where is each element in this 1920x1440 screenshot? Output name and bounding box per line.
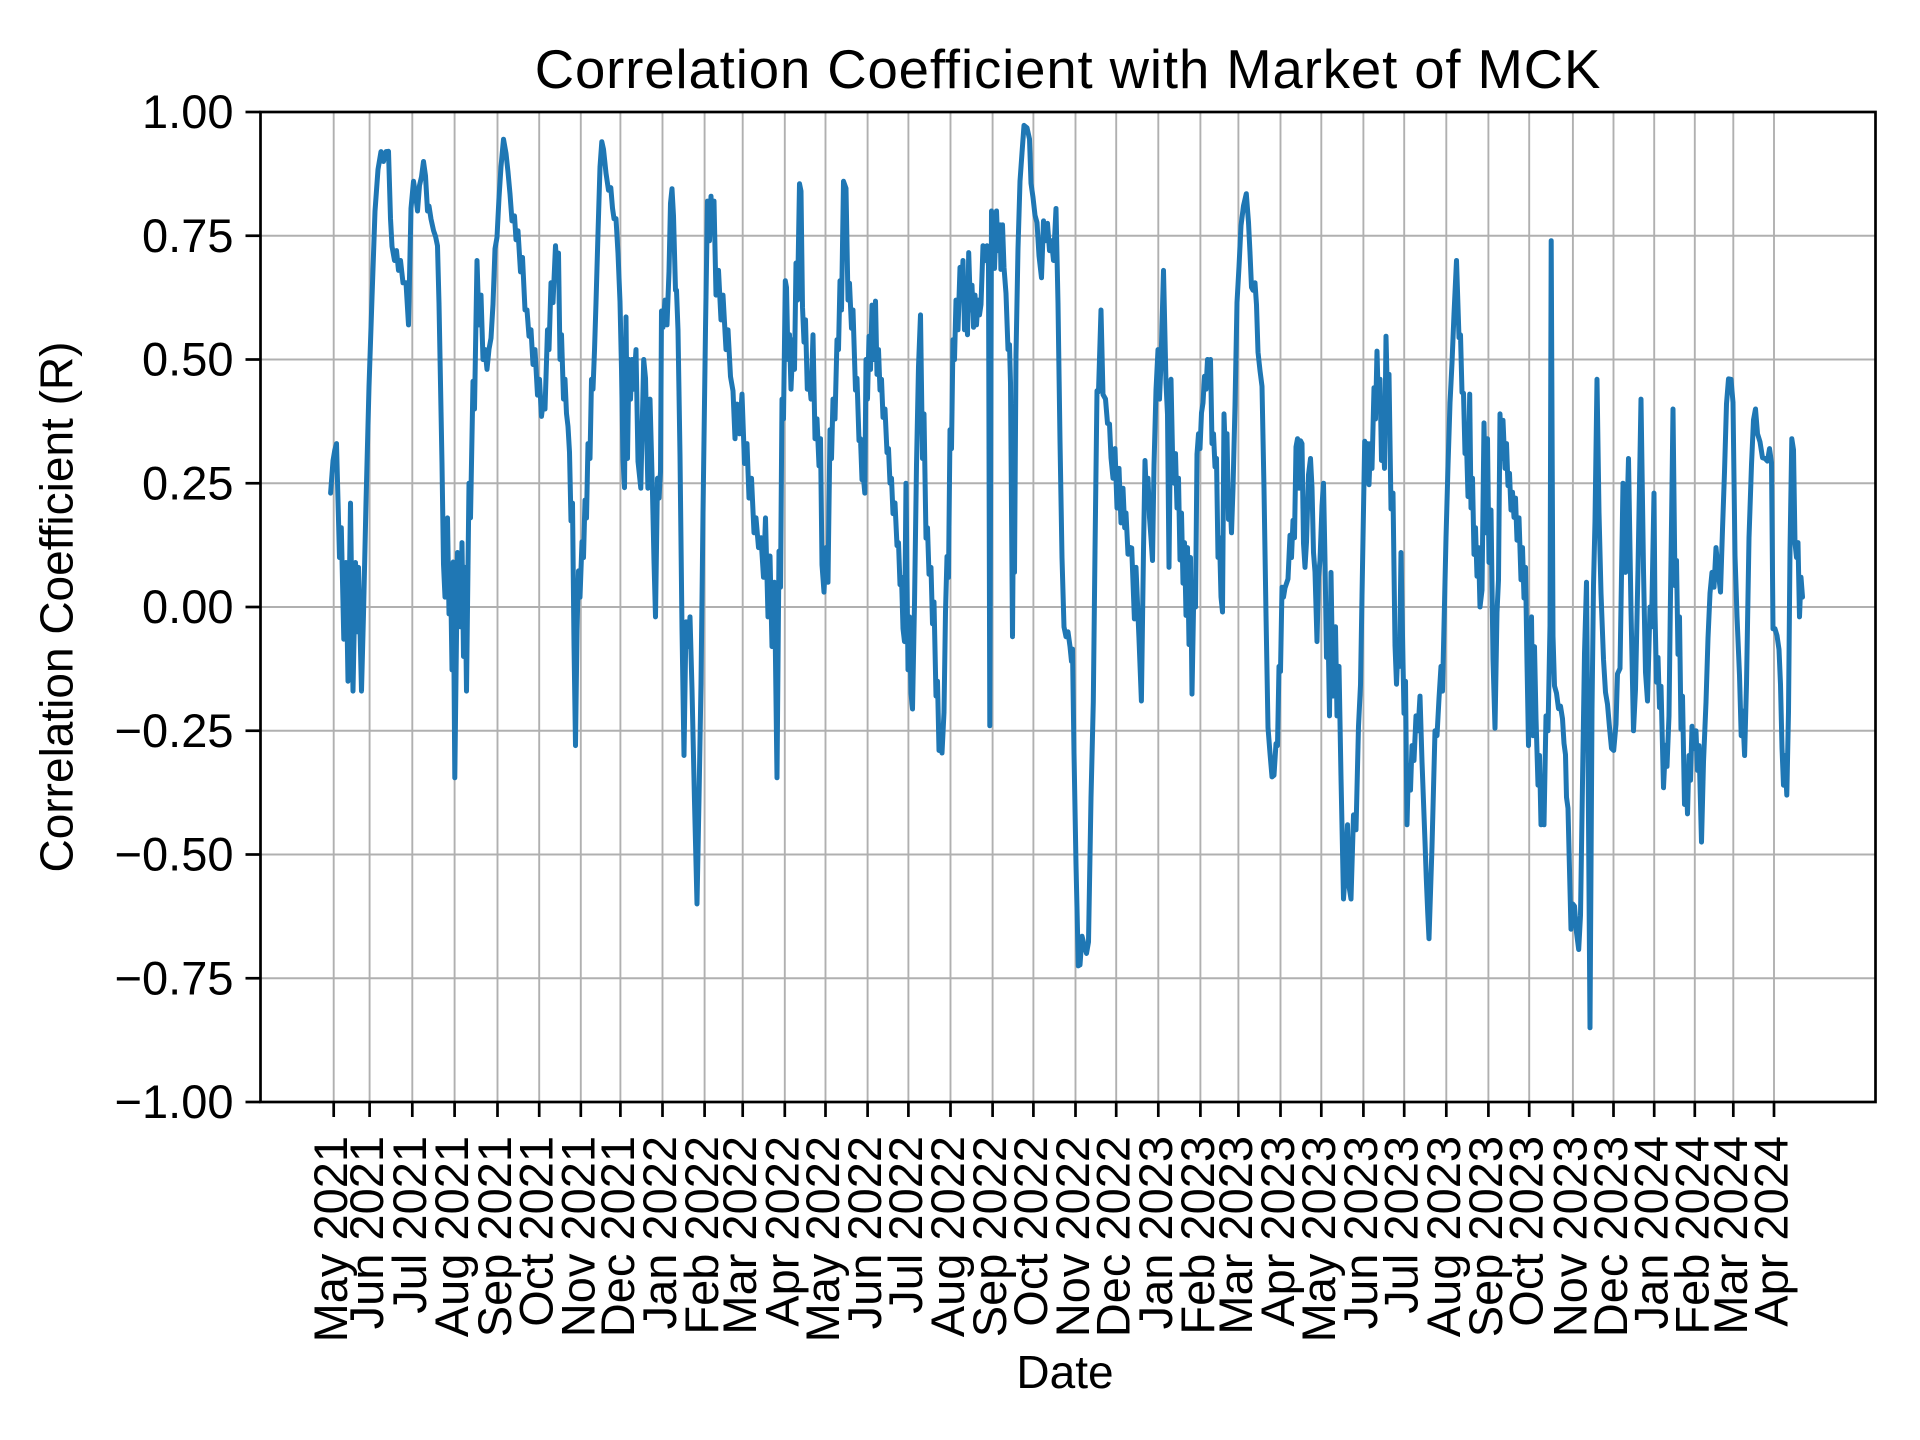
svg-text:0.50: 0.50 (142, 333, 233, 386)
svg-text:Nov 2021: Nov 2021 (551, 1136, 604, 1337)
svg-text:Mar 2024: Mar 2024 (1704, 1136, 1757, 1335)
svg-text:0.75: 0.75 (142, 209, 233, 262)
svg-text:Oct 2023: Oct 2023 (1500, 1136, 1553, 1327)
svg-text:Sep 2022: Sep 2022 (963, 1136, 1016, 1337)
svg-text:Jul 2022: Jul 2022 (879, 1136, 932, 1314)
svg-text:Jun 2023: Jun 2023 (1334, 1136, 1387, 1329)
svg-text:Oct 2022: Oct 2022 (1004, 1136, 1057, 1327)
svg-text:Aug 2021: Aug 2021 (425, 1136, 478, 1337)
svg-text:Sep 2021: Sep 2021 (468, 1136, 521, 1337)
svg-text:Mar 2023: Mar 2023 (1209, 1136, 1262, 1335)
svg-text:Apr 2022: Apr 2022 (755, 1136, 808, 1327)
svg-text:Jul 2021: Jul 2021 (383, 1136, 436, 1314)
svg-text:Feb 2024: Feb 2024 (1665, 1136, 1718, 1335)
svg-text:1.00: 1.00 (142, 85, 233, 138)
svg-text:Sep 2023: Sep 2023 (1459, 1136, 1512, 1337)
svg-text:Apr 2024: Apr 2024 (1745, 1136, 1798, 1327)
svg-text:0.25: 0.25 (142, 456, 233, 509)
svg-text:Mar 2022: Mar 2022 (713, 1136, 766, 1335)
svg-text:Feb 2023: Feb 2023 (1171, 1136, 1224, 1335)
svg-text:Apr 2023: Apr 2023 (1251, 1136, 1304, 1327)
svg-text:Correlation Coefficient (R): Correlation Coefficient (R) (31, 342, 83, 873)
svg-text:Jul 2023: Jul 2023 (1375, 1136, 1428, 1314)
svg-text:Nov 2023: Nov 2023 (1543, 1136, 1596, 1337)
svg-text:Jun 2022: Jun 2022 (838, 1136, 891, 1329)
svg-text:Correlation Coefficient with M: Correlation Coefficient with Market of M… (535, 39, 1602, 100)
svg-text:Jan 2024: Jan 2024 (1625, 1136, 1678, 1329)
svg-text:Feb 2022: Feb 2022 (675, 1136, 728, 1335)
svg-text:May 2021: May 2021 (304, 1136, 357, 1342)
svg-text:Aug 2023: Aug 2023 (1417, 1136, 1470, 1337)
svg-text:Jan 2023: Jan 2023 (1129, 1136, 1182, 1329)
svg-text:Jan 2022: Jan 2022 (633, 1136, 686, 1329)
svg-text:Dec 2022: Dec 2022 (1087, 1136, 1140, 1337)
svg-text:−1.00: −1.00 (115, 1075, 234, 1128)
svg-text:−0.25: −0.25 (115, 704, 234, 757)
svg-text:Jun 2021: Jun 2021 (340, 1136, 393, 1329)
svg-text:Date: Date (1016, 1346, 1113, 1398)
svg-text:−0.50: −0.50 (115, 828, 234, 881)
svg-text:Aug 2022: Aug 2022 (921, 1136, 974, 1337)
svg-text:0.00: 0.00 (142, 580, 233, 633)
svg-text:Nov 2022: Nov 2022 (1046, 1136, 1099, 1337)
svg-text:−0.75: −0.75 (115, 952, 234, 1005)
svg-text:Dec 2021: Dec 2021 (591, 1136, 644, 1337)
svg-text:May 2023: May 2023 (1292, 1136, 1345, 1342)
svg-text:Dec 2023: Dec 2023 (1584, 1136, 1637, 1337)
svg-text:Oct 2021: Oct 2021 (510, 1136, 563, 1327)
svg-text:May 2022: May 2022 (796, 1136, 849, 1342)
